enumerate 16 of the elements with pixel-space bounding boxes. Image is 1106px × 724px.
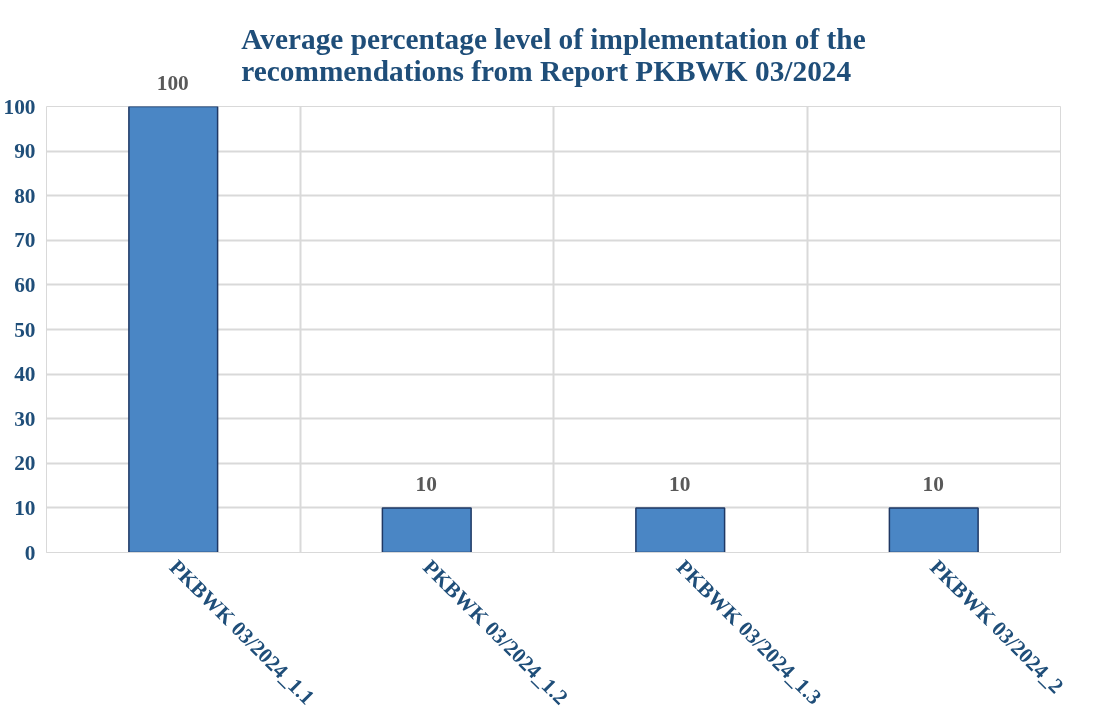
y-tick-label: 20 [14,451,36,476]
y-tick-label: 30 [14,406,36,431]
data-label: 10 [415,472,437,498]
y-tick-label: 0 [24,540,36,565]
y-tick-label: 100 [3,94,36,119]
y-tick-label: 80 [14,183,36,208]
y-tick-label: 10 [14,495,36,520]
y-tick-label: 40 [14,362,36,387]
data-label: 10 [669,472,691,498]
data-label: 10 [922,472,944,498]
y-tick-label: 50 [14,317,36,342]
y-tick-label: 90 [14,139,36,164]
data-label: 100 [156,71,189,96]
y-tick-label: 60 [14,272,36,297]
y-tick-label: 70 [14,228,36,253]
chart-title: Average percentage level of implementation of the recommendations from Report PKBWK 03/2024 [241,22,866,87]
